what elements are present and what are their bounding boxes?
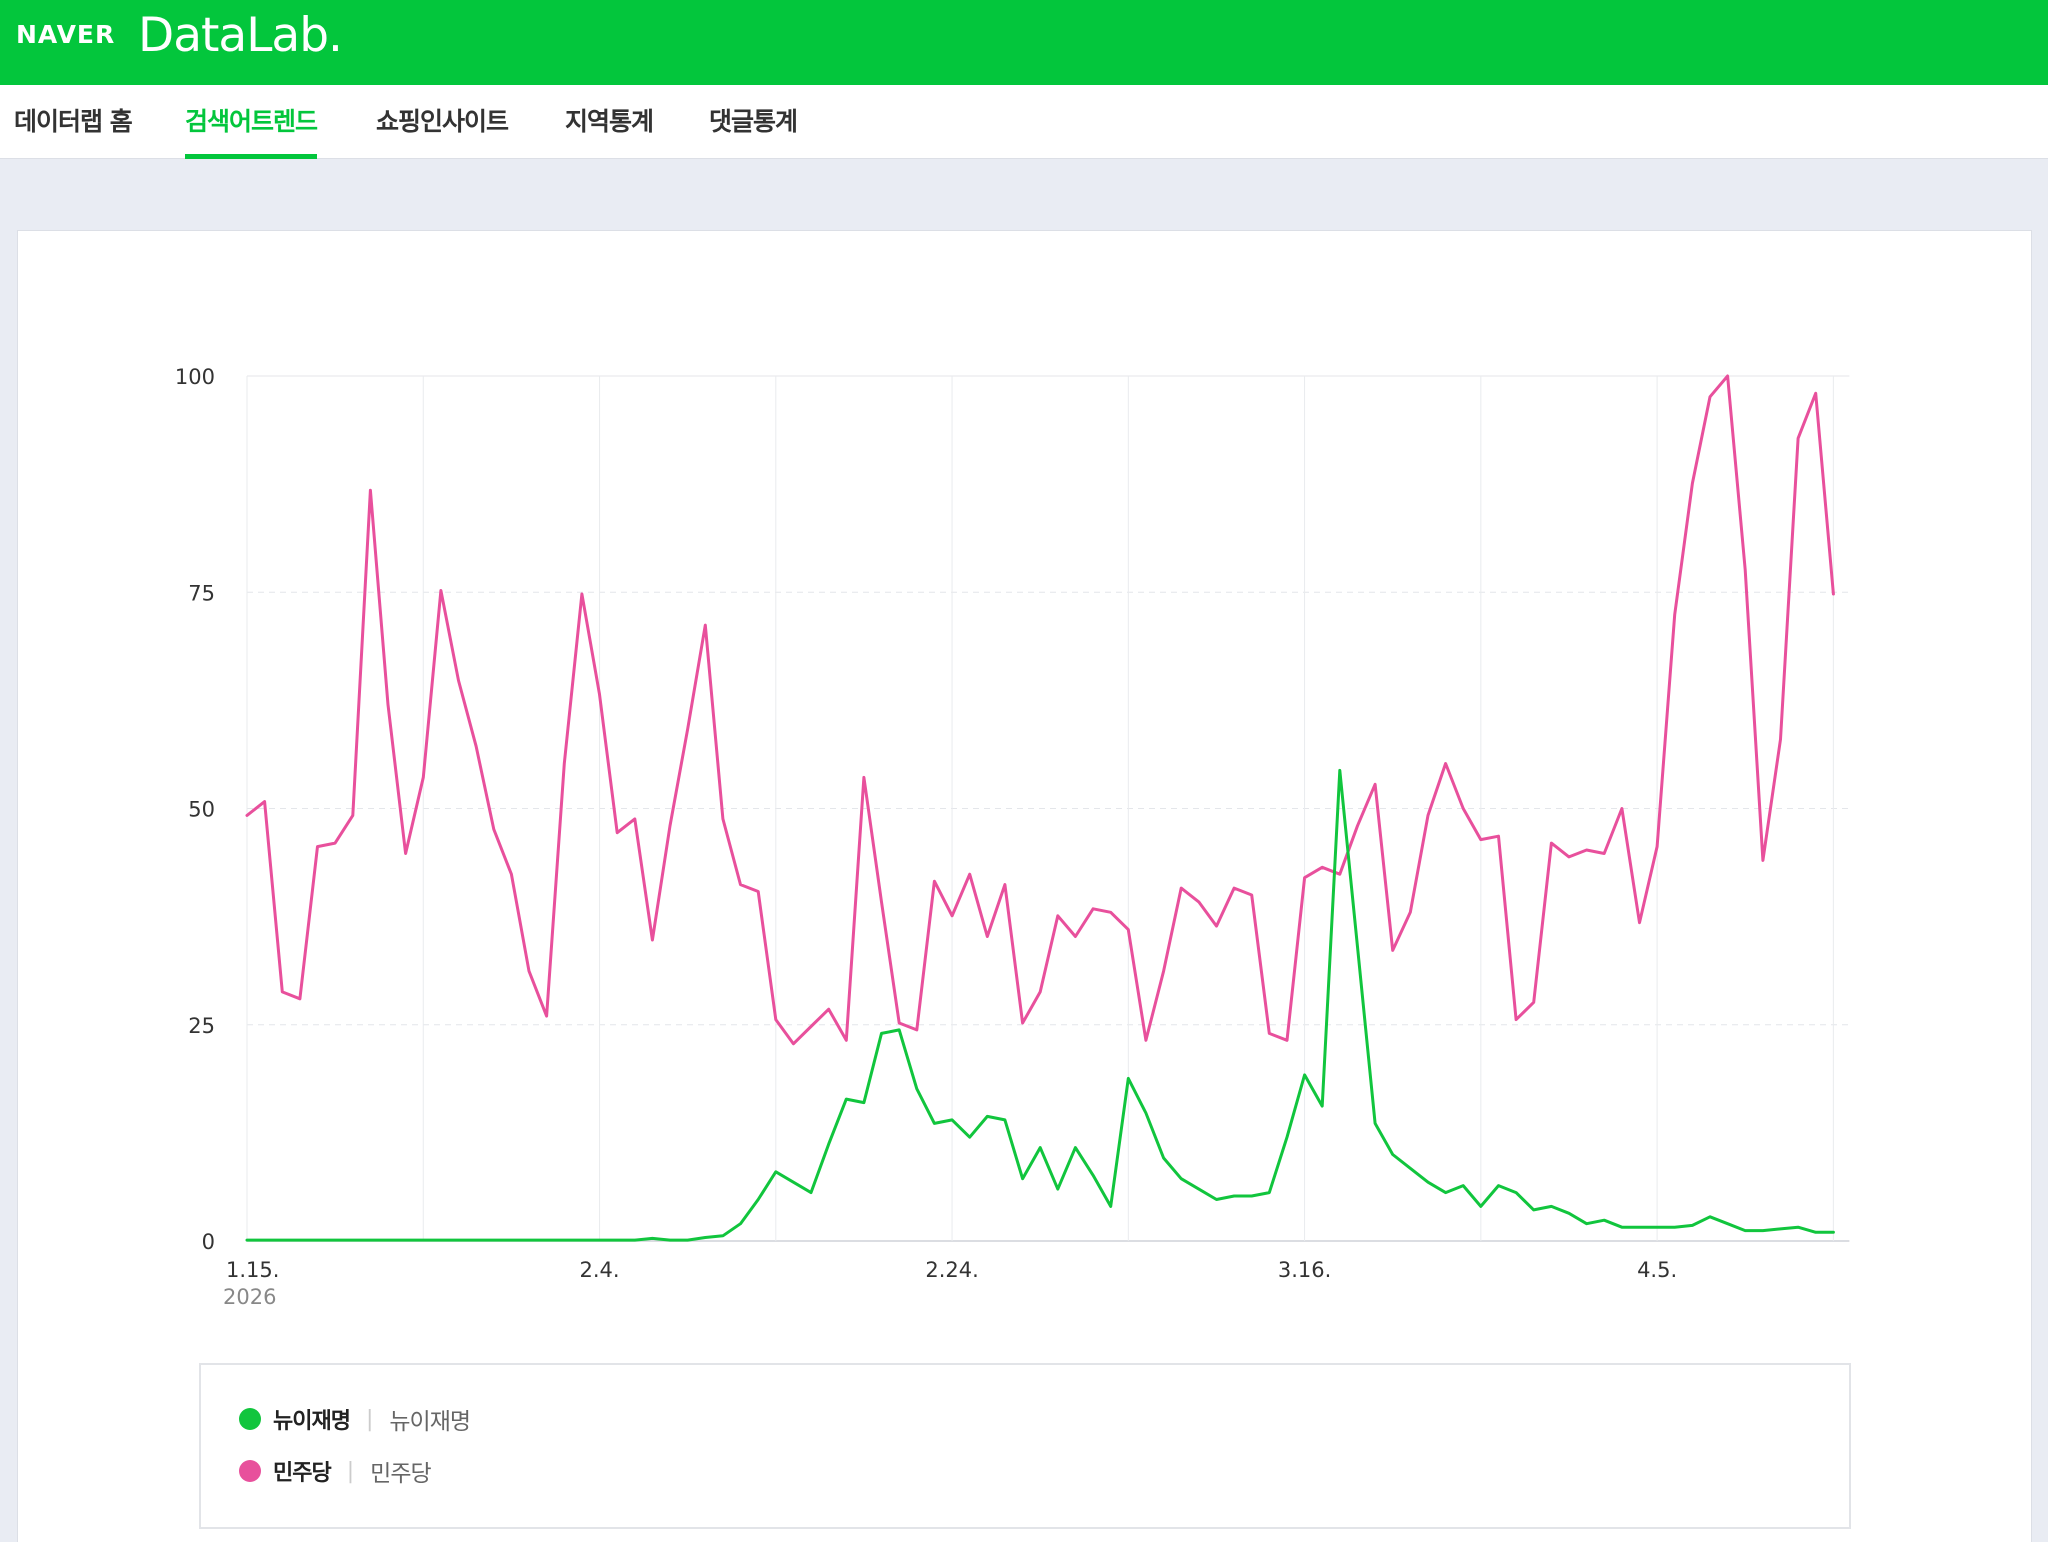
legend-dot-pink	[239, 1460, 261, 1482]
nav-search-trend[interactable]: 검색어트렌드	[185, 85, 318, 159]
legend-item-democratic-party[interactable]: 민주당 | 민주당	[239, 1451, 432, 1491]
legend-separator: |	[346, 1458, 355, 1484]
nav-comment-stats[interactable]: 댓글통계	[709, 107, 798, 136]
main-nav: 데이터랩 홈 검색어트렌드 쇼핑인사이트 지역통계 댓글통계	[0, 85, 2048, 159]
legend-series-name: 뉴이재명	[273, 1409, 351, 1434]
chart-series	[245, 374, 1835, 1242]
series-line-democratic-party[interactable]	[245, 374, 1835, 1046]
x-tick-label: 4.5.	[1637, 1258, 1677, 1282]
x-year-label: 2026	[223, 1285, 276, 1309]
legend-series-keywords: 뉴이재명	[389, 1409, 471, 1435]
chart-legend: 뉴이재명 | 뉴이재명 민주당 | 민주당	[199, 1363, 1851, 1529]
y-tick-label: 75	[188, 581, 215, 605]
nav-regional-stats[interactable]: 지역통계	[565, 107, 654, 136]
y-tick-label: 25	[188, 1014, 215, 1038]
legend-item-new-lee[interactable]: 뉴이재명 | 뉴이재명	[239, 1399, 471, 1439]
series-line-new-lee[interactable]	[245, 768, 1835, 1242]
x-tick-label: 3.16.	[1278, 1258, 1331, 1282]
y-tick-label: 50	[188, 798, 215, 822]
chart-axes: 0 25 50 75 100 1.15. 2.4. 2.24. 3.16. 4.5. 2026	[175, 365, 1677, 1309]
chart-grid	[246, 375, 1850, 1242]
chart-panel	[17, 230, 2032, 1542]
legend-series-keywords: 민주당	[370, 1461, 431, 1487]
x-tick-label: 1.15.	[226, 1258, 279, 1282]
legend-separator: |	[365, 1406, 374, 1432]
naver-logo[interactable]: NAVER	[16, 20, 116, 49]
x-tick-label: 2.4.	[579, 1258, 619, 1282]
datalab-logo[interactable]: DataLab.	[138, 8, 343, 63]
y-tick-label: 100	[175, 365, 215, 389]
legend-series-name: 민주당	[273, 1461, 332, 1486]
y-tick-label: 0	[202, 1230, 215, 1254]
nav-shopping-insight[interactable]: 쇼핑인사이트	[376, 107, 509, 136]
nav-datalab-home[interactable]: 데이터랩 홈	[14, 107, 133, 136]
legend-dot-green	[239, 1408, 261, 1430]
top-header-bar: NAVER DataLab.	[0, 0, 2048, 85]
x-tick-label: 2.24.	[925, 1258, 978, 1282]
